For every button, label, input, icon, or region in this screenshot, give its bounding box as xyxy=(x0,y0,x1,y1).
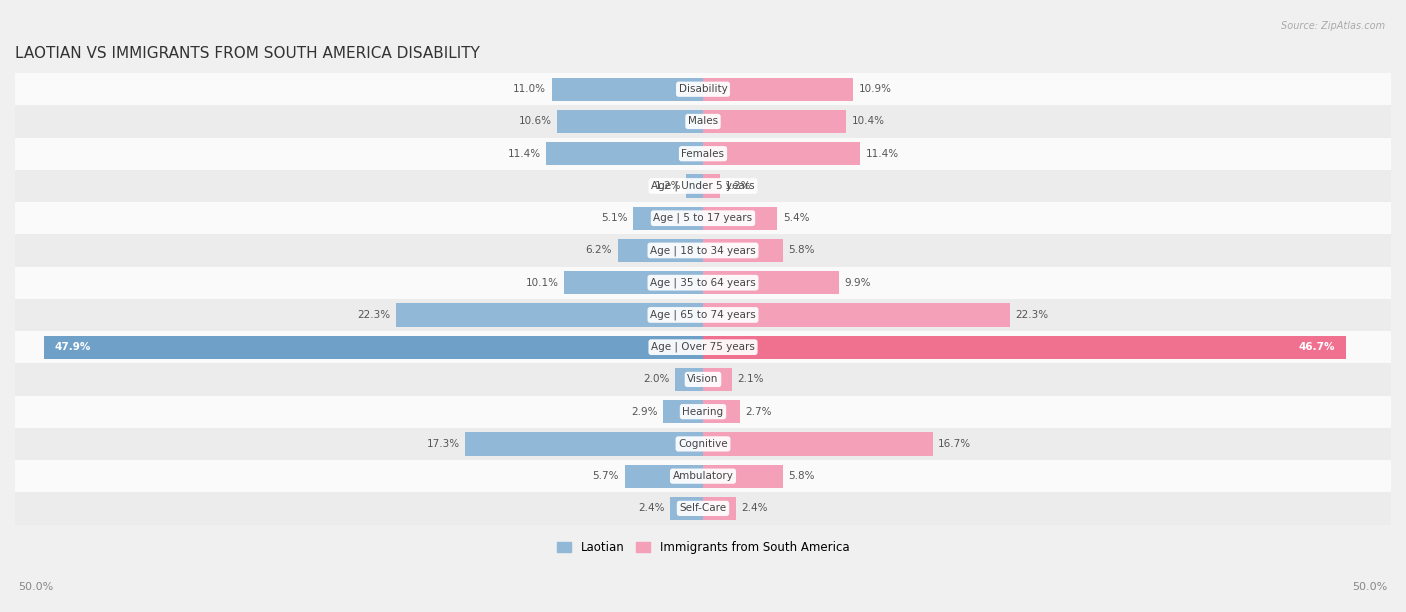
Bar xyxy=(564,271,703,294)
Text: 5.1%: 5.1% xyxy=(600,213,627,223)
Bar xyxy=(15,105,1391,138)
Text: 1.2%: 1.2% xyxy=(725,181,752,191)
Bar xyxy=(15,73,1391,105)
Bar xyxy=(546,142,703,165)
Text: Hearing: Hearing xyxy=(682,406,724,417)
Bar xyxy=(465,432,703,455)
Text: 10.4%: 10.4% xyxy=(852,116,884,127)
Text: 11.4%: 11.4% xyxy=(508,149,541,159)
Bar xyxy=(703,78,853,101)
Bar xyxy=(703,207,778,230)
Text: 2.7%: 2.7% xyxy=(745,406,772,417)
Bar xyxy=(551,78,703,101)
Text: 2.9%: 2.9% xyxy=(631,406,658,417)
Bar xyxy=(703,174,720,198)
Text: Source: ZipAtlas.com: Source: ZipAtlas.com xyxy=(1281,21,1385,31)
Text: 2.4%: 2.4% xyxy=(638,504,665,513)
Text: 2.0%: 2.0% xyxy=(644,375,671,384)
Text: LAOTIAN VS IMMIGRANTS FROM SOUTH AMERICA DISABILITY: LAOTIAN VS IMMIGRANTS FROM SOUTH AMERICA… xyxy=(15,46,479,61)
Bar xyxy=(624,465,703,488)
Text: 9.9%: 9.9% xyxy=(845,278,872,288)
Text: Age | Under 5 years: Age | Under 5 years xyxy=(651,181,755,191)
Text: 2.1%: 2.1% xyxy=(737,375,763,384)
Bar xyxy=(633,207,703,230)
Text: 5.7%: 5.7% xyxy=(592,471,619,481)
Text: Vision: Vision xyxy=(688,375,718,384)
Bar xyxy=(703,368,733,391)
Text: 47.9%: 47.9% xyxy=(55,342,91,352)
Bar xyxy=(557,110,703,133)
Bar xyxy=(703,497,735,520)
Bar xyxy=(15,395,1391,428)
Bar xyxy=(15,138,1391,170)
Text: 46.7%: 46.7% xyxy=(1298,342,1334,352)
Bar xyxy=(15,234,1391,267)
Bar xyxy=(703,465,783,488)
Text: 11.4%: 11.4% xyxy=(865,149,898,159)
Bar xyxy=(15,299,1391,331)
Bar xyxy=(15,331,1391,364)
Text: Cognitive: Cognitive xyxy=(678,439,728,449)
Bar xyxy=(15,492,1391,524)
Text: 5.8%: 5.8% xyxy=(789,245,815,255)
Text: 5.8%: 5.8% xyxy=(789,471,815,481)
Text: Age | 5 to 17 years: Age | 5 to 17 years xyxy=(654,213,752,223)
Text: Ambulatory: Ambulatory xyxy=(672,471,734,481)
Text: Females: Females xyxy=(682,149,724,159)
Text: 10.1%: 10.1% xyxy=(526,278,558,288)
Bar xyxy=(703,432,932,455)
Bar xyxy=(703,304,1010,327)
Bar xyxy=(671,497,703,520)
Text: Males: Males xyxy=(688,116,718,127)
Bar xyxy=(703,110,846,133)
Legend: Laotian, Immigrants from South America: Laotian, Immigrants from South America xyxy=(553,537,853,559)
Bar xyxy=(396,304,703,327)
Bar xyxy=(703,239,783,262)
Bar xyxy=(15,460,1391,492)
Text: 1.2%: 1.2% xyxy=(654,181,681,191)
Text: Age | 35 to 64 years: Age | 35 to 64 years xyxy=(650,277,756,288)
Text: 10.9%: 10.9% xyxy=(859,84,891,94)
Text: 22.3%: 22.3% xyxy=(357,310,391,320)
Bar xyxy=(44,335,703,359)
Text: Age | 18 to 34 years: Age | 18 to 34 years xyxy=(650,245,756,256)
Text: 2.4%: 2.4% xyxy=(741,504,768,513)
Bar xyxy=(703,335,1346,359)
Text: 22.3%: 22.3% xyxy=(1015,310,1049,320)
Text: 16.7%: 16.7% xyxy=(938,439,972,449)
Bar xyxy=(675,368,703,391)
Text: 50.0%: 50.0% xyxy=(18,583,53,592)
Text: 50.0%: 50.0% xyxy=(1353,583,1388,592)
Text: 10.6%: 10.6% xyxy=(519,116,551,127)
Bar xyxy=(703,271,839,294)
Bar xyxy=(617,239,703,262)
Bar xyxy=(15,428,1391,460)
Text: 6.2%: 6.2% xyxy=(586,245,612,255)
Text: 5.4%: 5.4% xyxy=(783,213,810,223)
Bar xyxy=(15,202,1391,234)
Bar xyxy=(703,142,860,165)
Bar xyxy=(664,400,703,424)
Bar xyxy=(686,174,703,198)
Bar xyxy=(703,400,740,424)
Text: Age | Over 75 years: Age | Over 75 years xyxy=(651,342,755,353)
Bar xyxy=(15,364,1391,395)
Text: Disability: Disability xyxy=(679,84,727,94)
Text: Age | 65 to 74 years: Age | 65 to 74 years xyxy=(650,310,756,320)
Text: Self-Care: Self-Care xyxy=(679,504,727,513)
Text: 17.3%: 17.3% xyxy=(426,439,460,449)
Bar xyxy=(15,170,1391,202)
Bar xyxy=(15,267,1391,299)
Text: 11.0%: 11.0% xyxy=(513,84,546,94)
